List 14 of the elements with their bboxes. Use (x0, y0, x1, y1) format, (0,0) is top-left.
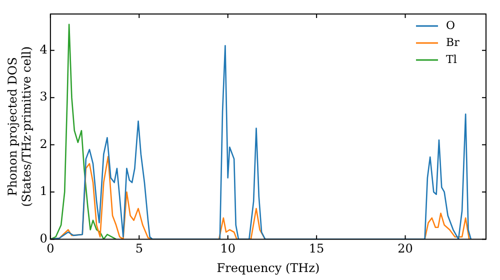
y-axis-title: Phonon projected DOS (States/THz·primitive cell) (5, 46, 34, 207)
y-tick-label: 3 (40, 90, 48, 104)
y-tick-label: 4 (40, 42, 48, 56)
x-tick-label: 15 (308, 242, 324, 256)
legend-label: Br (446, 36, 460, 49)
x-tick-label: 20 (398, 242, 413, 256)
legend-label: O (446, 18, 456, 32)
y-tick-label: 0 (40, 231, 48, 246)
x-tick-label: 5 (135, 242, 143, 256)
x-tick-label: 10 (220, 242, 236, 256)
legend-label: Tl (446, 52, 458, 66)
y-tick-label: 1 (40, 184, 48, 198)
x-axis-title: Frequency (THz) (216, 260, 320, 275)
y-tick-label: 2 (40, 136, 48, 151)
